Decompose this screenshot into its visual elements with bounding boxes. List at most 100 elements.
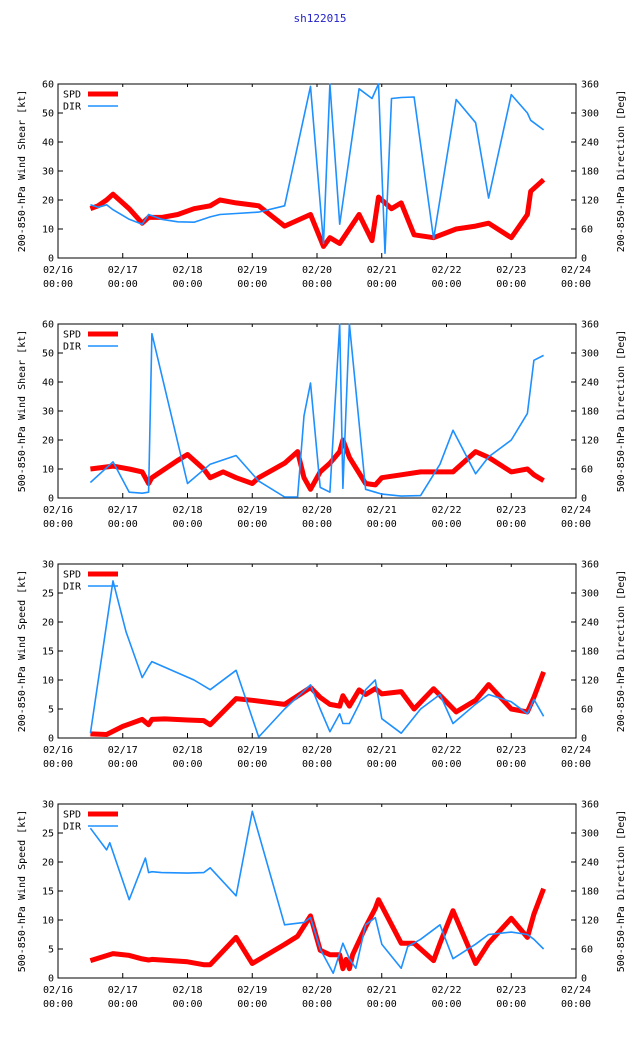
x-tick-label-time: 00:00 xyxy=(561,519,591,530)
y2-tick-label: 120 xyxy=(581,436,599,447)
y-tick-label: 60 xyxy=(42,320,54,331)
chart-panel-3: 05101520253006012018024030036002/1600:00… xyxy=(17,560,627,771)
x-tick-label-date: 02/20 xyxy=(302,985,332,996)
x-tick-label-time: 00:00 xyxy=(108,759,138,770)
y2-tick-label: 0 xyxy=(581,494,587,505)
x-tick-label-date: 02/18 xyxy=(172,265,202,276)
x-tick-label-date: 02/20 xyxy=(302,505,332,516)
x-tick-label-time: 00:00 xyxy=(561,759,591,770)
y-axis-label: 500-850-hPa Wind Shear [kt] xyxy=(17,330,28,493)
x-tick-label-time: 00:00 xyxy=(43,759,73,770)
x-tick-label-date: 02/22 xyxy=(431,265,461,276)
x-tick-label-time: 00:00 xyxy=(561,279,591,290)
y-tick-label: 5 xyxy=(48,705,54,716)
spd-series-line xyxy=(90,437,545,492)
plot-frame xyxy=(57,563,577,739)
x-tick-label-time: 00:00 xyxy=(561,999,591,1010)
y-tick-label: 15 xyxy=(42,887,54,898)
y-tick-label: 10 xyxy=(42,465,54,476)
x-tick-label-time: 00:00 xyxy=(302,519,332,530)
y2-tick-label: 360 xyxy=(581,320,599,331)
y2-axis-label: 500-850-hPa Direction [Deg] xyxy=(616,810,627,973)
y2-tick-label: 300 xyxy=(581,349,599,360)
x-tick-label-time: 00:00 xyxy=(367,279,397,290)
x-tick-label-date: 02/24 xyxy=(561,985,591,996)
x-tick-label-time: 00:00 xyxy=(237,759,267,770)
x-tick-label-date: 02/16 xyxy=(43,745,73,756)
y2-tick-label: 240 xyxy=(581,378,599,389)
y2-tick-label: 60 xyxy=(581,465,593,476)
y2-tick-label: 60 xyxy=(581,225,593,236)
x-tick-label-time: 00:00 xyxy=(431,759,461,770)
y2-tick-label: 60 xyxy=(581,945,593,956)
x-tick-label-time: 00:00 xyxy=(302,279,332,290)
y-tick-label: 0 xyxy=(48,254,54,265)
x-tick-label-time: 00:00 xyxy=(108,999,138,1010)
spd-series-line xyxy=(90,671,546,737)
x-tick-label-time: 00:00 xyxy=(172,759,202,770)
x-tick-label-date: 02/23 xyxy=(496,745,526,756)
x-tick-label-date: 02/21 xyxy=(367,985,397,996)
y-tick-label: 10 xyxy=(42,916,54,927)
y-tick-label: 0 xyxy=(48,974,54,985)
legend-label-dir: DIR xyxy=(63,822,82,833)
x-tick-label-date: 02/20 xyxy=(302,745,332,756)
x-tick-label-time: 00:00 xyxy=(302,759,332,770)
x-tick-label-time: 00:00 xyxy=(496,279,526,290)
x-tick-label-date: 02/21 xyxy=(367,745,397,756)
x-tick-label-time: 00:00 xyxy=(43,519,73,530)
legend-label-spd: SPD xyxy=(63,90,81,101)
y2-axis-label: 200-850-hPa Direction [Deg] xyxy=(616,90,627,253)
legend-label-dir: DIR xyxy=(63,582,82,593)
chart-panel-1: 0 10 20 30 40 50 60 0 60 120 180 240 300 360 02/16 00:0… xyxy=(17,80,627,291)
x-tick-label-date: 02/16 xyxy=(43,265,73,276)
y2-tick-label: 120 xyxy=(581,196,599,207)
y2-tick-label: 240 xyxy=(581,858,599,869)
y-tick-label: 20 xyxy=(42,196,54,207)
x-tick-label-date: 02/24 xyxy=(561,265,591,276)
dir-series-line xyxy=(89,580,545,738)
x-tick-label-date: 02/19 xyxy=(237,505,267,516)
x-tick-label-date: 02/23 xyxy=(496,265,526,276)
x-tick-label-time: 00:00 xyxy=(172,519,202,530)
x-tick-label-time: 00:00 xyxy=(237,519,267,530)
y2-axis-label: 200-850-hPa Direction [Deg] xyxy=(616,570,627,733)
x-tick-label-date: 02/17 xyxy=(108,745,138,756)
y2-tick-label: 60 xyxy=(581,705,593,716)
y-tick-label: 25 xyxy=(42,589,54,600)
x-tick-label-date: 02/19 xyxy=(237,985,267,996)
x-tick-label-date: 02/23 xyxy=(496,505,526,516)
x-tick-label-date: 02/17 xyxy=(108,265,138,276)
y-tick-label: 30 xyxy=(42,167,54,178)
x-tick-label-date: 02/24 xyxy=(561,505,591,516)
x-tick-label-date: 02/23 xyxy=(496,985,526,996)
page-title: sh122015 xyxy=(293,12,347,25)
y2-tick-label: 240 xyxy=(581,138,599,149)
y-axis-label: 500-850-hPa Wind Speed [kt] xyxy=(17,810,28,973)
y2-tick-label: 360 xyxy=(581,80,599,91)
y2-tick-label: 0 xyxy=(581,734,587,745)
x-tick-label-date: 02/19 xyxy=(237,745,267,756)
y-tick-label: 25 xyxy=(42,829,54,840)
y-tick-label: 10 xyxy=(42,676,54,687)
legend-label-spd: SPD xyxy=(63,570,81,581)
x-tick-label-time: 00:00 xyxy=(302,999,332,1010)
chart-panel-2: 0 10 20 30 40 50 60 0 60 120 180 240 300 360 02/16 00:0… xyxy=(17,320,627,531)
y-tick-label: 5 xyxy=(48,945,54,956)
x-tick-label-date: 02/16 xyxy=(43,505,73,516)
x-tick-label-time: 00:00 xyxy=(172,999,202,1010)
x-tick-label-date: 02/16 xyxy=(43,985,73,996)
y2-tick-label: 360 xyxy=(581,800,599,811)
x-tick-label-date: 02/20 xyxy=(302,265,332,276)
y2-tick-label: 120 xyxy=(581,916,599,927)
x-tick-label-time: 00:00 xyxy=(237,999,267,1010)
spd-series-line xyxy=(89,887,546,972)
x-tick-label-time: 00:00 xyxy=(237,279,267,290)
y2-tick-label: 300 xyxy=(581,109,599,120)
x-tick-label-date: 02/17 xyxy=(108,505,138,516)
y-tick-label: 30 xyxy=(42,407,54,418)
y-tick-label: 30 xyxy=(42,560,54,571)
y2-tick-label: 240 xyxy=(581,618,599,629)
x-tick-label-time: 00:00 xyxy=(496,519,526,530)
x-tick-label-date: 02/18 xyxy=(172,985,202,996)
